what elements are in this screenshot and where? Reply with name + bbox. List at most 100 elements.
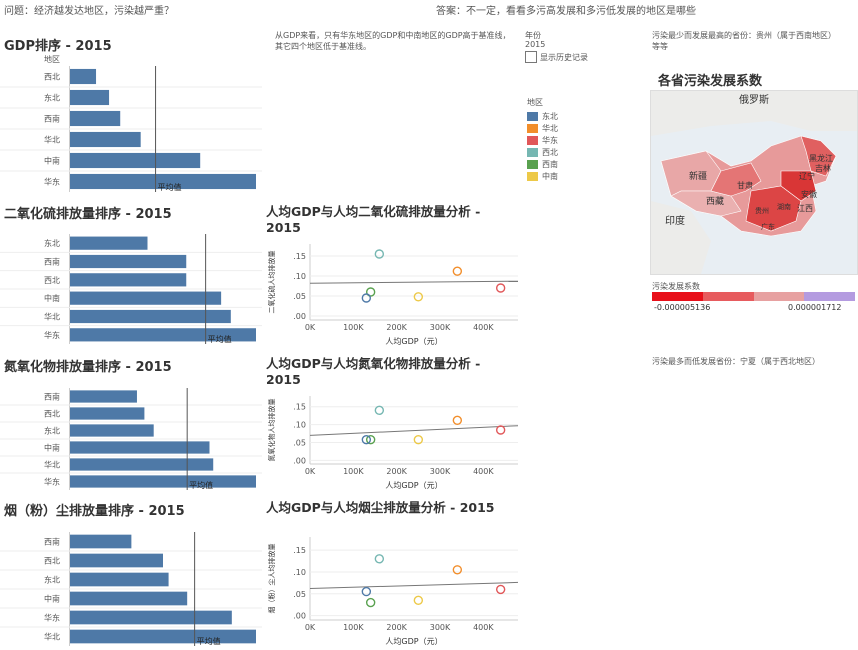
point-华东[interactable] xyxy=(495,283,506,293)
india-region xyxy=(651,201,711,274)
legend-band-3 xyxy=(753,292,805,301)
point-华北[interactable] xyxy=(452,415,463,426)
map-legend-bar xyxy=(652,292,855,301)
bar-华东[interactable] xyxy=(70,328,256,342)
y-tick-label: .05 xyxy=(293,439,306,448)
y-axis-label: 二氧化硫人均排放量 xyxy=(267,251,276,314)
point-中南[interactable] xyxy=(413,595,424,606)
so2-scatter-title: 人均GDP与人均二氧化硫排放量分析 - 2015 xyxy=(266,204,481,235)
bar-西北[interactable] xyxy=(70,273,187,287)
bar-东北[interactable] xyxy=(70,424,154,437)
category-label: 西北 xyxy=(44,557,60,566)
y-tick-label: .15 xyxy=(293,546,306,555)
legend-item-dongbei[interactable]: 东北 xyxy=(527,110,558,122)
year-filter-value[interactable]: 2015 xyxy=(525,40,546,49)
map-title: 各省污染发展系数 xyxy=(658,74,763,89)
bar-西南[interactable] xyxy=(70,254,187,269)
legend-item-huadong[interactable]: 华东 xyxy=(527,134,558,146)
bar-西北[interactable] xyxy=(70,407,145,420)
bar-东北[interactable] xyxy=(70,572,169,587)
bar-华东[interactable] xyxy=(70,173,256,190)
bar-中南[interactable] xyxy=(70,152,201,169)
reference-label: 平均值 xyxy=(197,636,221,646)
category-label: 西北 xyxy=(44,410,60,419)
dust-scatter-chart: .00 .05 .10 .15 0K 100K 200K 300K 400K 人均GDP（元） 烟（… xyxy=(267,537,519,646)
x-tick-label: 0K xyxy=(305,323,316,332)
map-label-guangdong: 广东 xyxy=(761,222,775,231)
point-华北[interactable] xyxy=(452,266,463,276)
y-tick-label: .00 xyxy=(293,312,306,321)
bar-东北[interactable] xyxy=(70,236,148,250)
bar-西北[interactable] xyxy=(70,68,97,85)
y-tick-label: .15 xyxy=(293,252,306,261)
legend-item-xibei[interactable]: 西北 xyxy=(527,146,558,158)
bar-西北[interactable] xyxy=(70,553,163,568)
legend-item-zhongnan[interactable]: 中南 xyxy=(527,170,558,182)
history-checkbox[interactable] xyxy=(525,51,537,63)
x-tick-label: 0K xyxy=(305,467,316,476)
point-西北[interactable] xyxy=(374,554,385,564)
point-中南[interactable] xyxy=(413,292,424,302)
history-checkbox-row[interactable]: 显示历史记录 xyxy=(525,51,588,63)
legend-band-4 xyxy=(804,292,855,301)
answer-text: 答案：不一定，看看多污高发展和多污低发展的地区是哪些 xyxy=(436,6,696,17)
point-西南[interactable] xyxy=(365,434,376,445)
bar-华北[interactable] xyxy=(70,309,231,324)
bar-华东[interactable] xyxy=(70,475,256,488)
y-tick-label: .10 xyxy=(293,421,306,430)
point-中南[interactable] xyxy=(413,434,424,445)
point-西南[interactable] xyxy=(365,287,376,297)
axis-header: 地区 xyxy=(44,54,60,64)
x-tick-label: 300K xyxy=(430,467,451,476)
x-tick-label: 100K xyxy=(343,323,364,332)
gansu-region xyxy=(710,162,762,197)
china-map[interactable]: 俄罗斯 新疆 西藏 印度 甘肃 黑龙江 吉林 辽宁 安徽 江西 广东 湖南 贵州 xyxy=(650,90,858,275)
map-label-heilongjiang: 黑龙江 xyxy=(809,153,833,163)
bar-中南[interactable] xyxy=(70,291,222,305)
bar-华北[interactable] xyxy=(70,629,256,644)
bar-中南[interactable] xyxy=(70,591,188,606)
y-tick-label: .05 xyxy=(293,590,306,599)
x-tick-label: 300K xyxy=(430,323,451,332)
dust-chart-title: 烟（粉）尘排放量排序 - 2015 xyxy=(4,504,185,519)
legend-item-xinan[interactable]: 西南 xyxy=(527,158,558,170)
category-label: 西南 xyxy=(44,114,60,124)
bar-东北[interactable] xyxy=(70,89,110,106)
category-label: 西南 xyxy=(44,392,60,402)
y-axis-label: 氮氧化物人均排放量 xyxy=(267,399,276,462)
point-西北[interactable] xyxy=(374,249,385,259)
bar-中南[interactable] xyxy=(70,441,210,454)
legend-item-huabei[interactable]: 华北 xyxy=(527,122,558,134)
map-svg: 俄罗斯 新疆 西藏 印度 甘肃 黑龙江 吉林 辽宁 安徽 江西 广东 湖南 贵州 xyxy=(651,91,857,274)
x-tick-label: 400K xyxy=(473,623,494,632)
x-axis-label: 人均GDP（元） xyxy=(385,480,442,490)
bar-西南[interactable] xyxy=(70,110,121,127)
map-label-jilin: 吉林 xyxy=(815,163,831,173)
category-label: 中南 xyxy=(44,293,60,303)
point-华东[interactable] xyxy=(495,584,506,595)
russia-region xyxy=(651,91,857,136)
bar-华东[interactable] xyxy=(70,610,232,625)
least-polluted-note: 污染最多而低发展省份：宁夏（属于西北地区） xyxy=(652,357,820,366)
category-label: 东北 xyxy=(44,93,60,103)
point-东北[interactable] xyxy=(361,586,372,597)
legend-label: 华北 xyxy=(542,123,558,133)
point-西南[interactable] xyxy=(365,597,376,608)
history-checkbox-label: 显示历史记录 xyxy=(540,52,588,62)
point-华东[interactable] xyxy=(495,425,506,435)
map-legend-max: 0.000001712 xyxy=(788,303,842,312)
trend-line xyxy=(309,581,519,590)
point-东北[interactable] xyxy=(361,293,372,303)
bar-西南[interactable] xyxy=(70,390,137,403)
bar-西南[interactable] xyxy=(70,534,132,549)
bar-华北[interactable] xyxy=(70,131,141,148)
map-label-liaoning: 辽宁 xyxy=(799,171,815,181)
nox-chart-title: 氮氧化物排放量排序 - 2015 xyxy=(4,360,172,375)
category-label: 中南 xyxy=(44,594,60,604)
point-西北[interactable] xyxy=(374,405,385,416)
bar-华北[interactable] xyxy=(70,458,214,471)
point-东北[interactable] xyxy=(361,434,372,445)
point-华北[interactable] xyxy=(452,565,463,575)
